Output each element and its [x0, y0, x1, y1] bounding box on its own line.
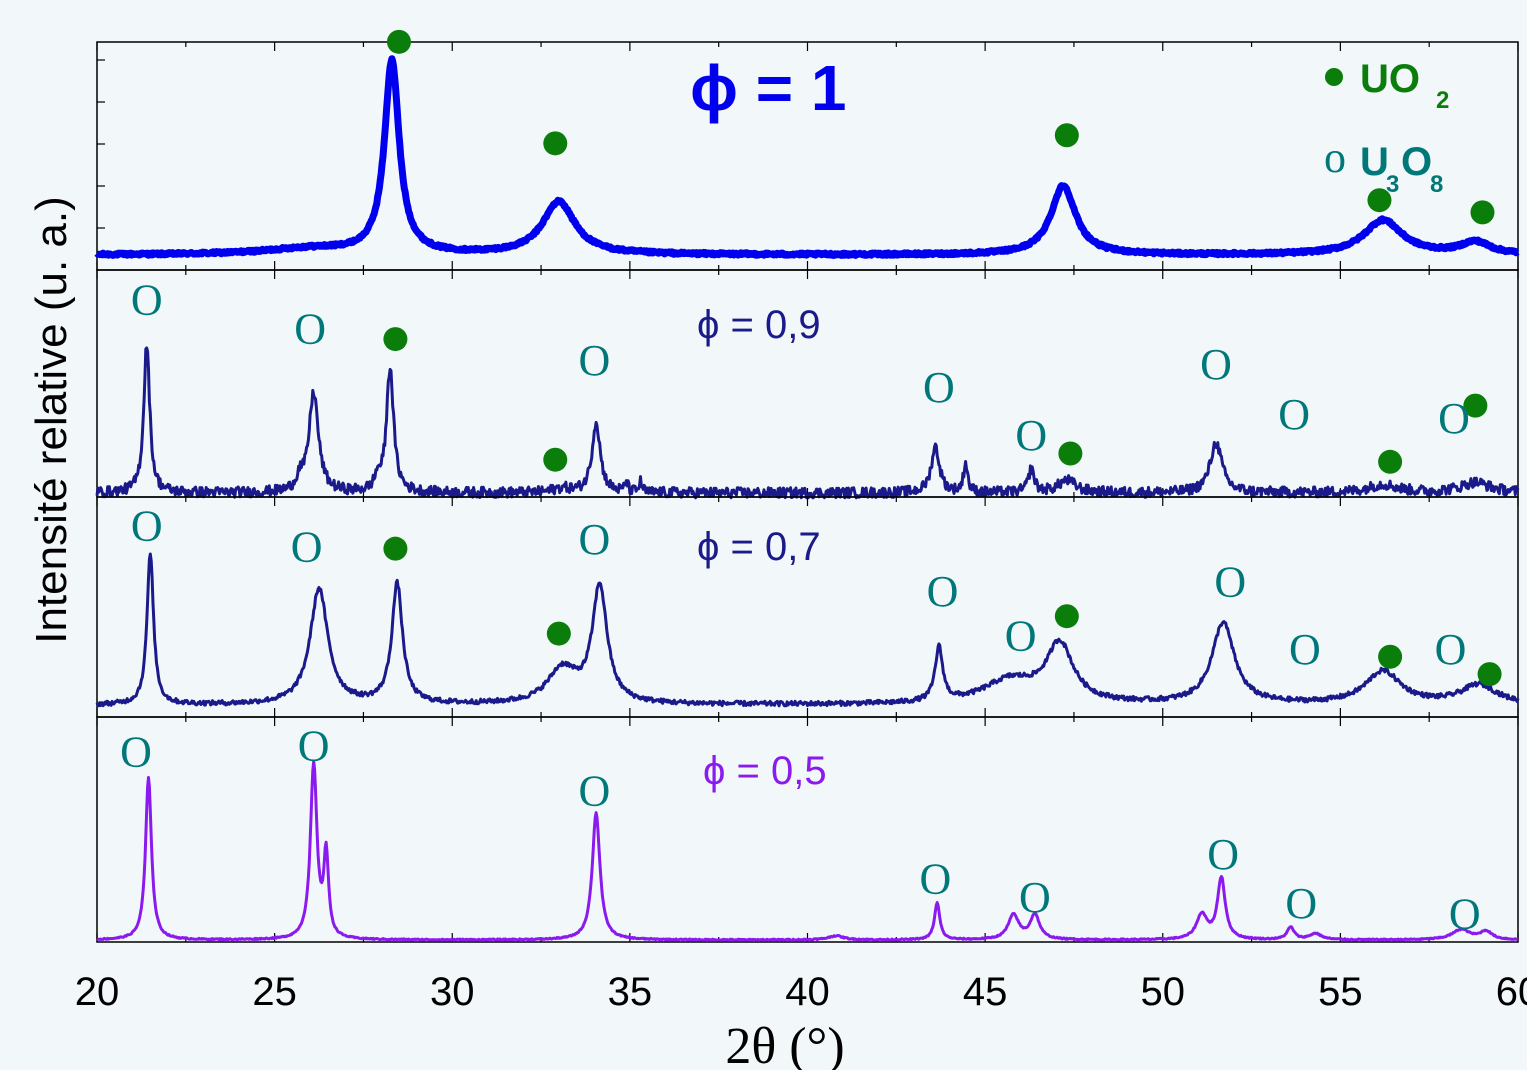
- u3o8-marker: O: [1015, 411, 1047, 460]
- series-line: [95, 552, 1520, 708]
- x-tick-label: 30: [430, 970, 475, 1014]
- u3o8-marker: O: [1207, 830, 1239, 879]
- u3o8-marker: O: [927, 567, 959, 616]
- x-tick-label: 55: [1318, 970, 1363, 1014]
- series-line: [95, 346, 1520, 500]
- legend-u3o8-sub: 3: [1386, 171, 1399, 198]
- u3o8-marker: O: [294, 305, 326, 354]
- uo2-marker: [383, 536, 408, 561]
- u3o8-marker: O: [131, 276, 163, 325]
- u3o8-marker: O: [1200, 340, 1232, 389]
- uo2-marker: [546, 621, 571, 646]
- uo2-marker: [1378, 644, 1403, 669]
- legend-uo2-sub: 2: [1436, 87, 1449, 114]
- uo2-marker: [543, 131, 568, 156]
- x-tick-label: 40: [785, 970, 830, 1014]
- u3o8-marker: O: [1285, 879, 1317, 928]
- u3o8-marker: O: [298, 721, 330, 770]
- u3o8-marker: O: [1289, 625, 1321, 674]
- u3o8-marker: O: [1435, 625, 1467, 674]
- legend-u3o8-symbol: o: [1324, 133, 1346, 182]
- uo2-marker: [543, 447, 568, 472]
- uo2-marker: [386, 29, 411, 54]
- series-label: ϕ = 1: [690, 52, 847, 124]
- u3o8-marker: O: [1005, 612, 1037, 661]
- x-tick-label: 50: [1141, 970, 1186, 1014]
- uo2-marker: [1477, 662, 1502, 687]
- u3o8-marker: O: [131, 502, 163, 551]
- u3o8-marker: O: [291, 523, 323, 572]
- u3o8-marker: O: [1278, 390, 1310, 439]
- x-tick-label: 45: [963, 970, 1008, 1014]
- uo2-marker: [1378, 449, 1403, 474]
- y-axis-title: Intensité relative (u. a.): [27, 196, 76, 644]
- x-axis-title: 2θ (°): [725, 1018, 844, 1070]
- series-label: ϕ = 0,7: [697, 525, 821, 569]
- x-tick-label: 25: [252, 970, 297, 1014]
- x-tick-label: 20: [75, 970, 120, 1014]
- panel-3: ϕ = 0,5O OOO OOO O: [96, 716, 1519, 943]
- uo2-marker: [1463, 393, 1488, 418]
- series-label: ϕ = 0,9: [697, 303, 821, 347]
- u3o8-marker: O: [1438, 394, 1470, 443]
- u3o8-marker: O: [578, 766, 610, 815]
- series-line: [96, 759, 1519, 942]
- legend-uo2-symbol: [1325, 68, 1343, 86]
- u3o8-marker: O: [1214, 557, 1246, 606]
- x-tick-label: 60: [1496, 970, 1527, 1014]
- panel-0: ϕ = 1: [94, 29, 1521, 271]
- u3o8-marker: O: [578, 336, 610, 385]
- u3o8-marker: O: [1019, 873, 1051, 922]
- legend-u3o8-label: U: [1360, 140, 1389, 184]
- u3o8-marker: O: [923, 363, 955, 412]
- uo2-marker: [1054, 604, 1079, 629]
- uo2-marker: [1367, 188, 1392, 213]
- series-label: ϕ = 0,5: [703, 749, 827, 793]
- u3o8-marker: O: [1449, 889, 1481, 938]
- u3o8-marker: O: [120, 727, 152, 776]
- series-line: [94, 55, 1521, 259]
- legend-u3o8-label-o: O: [1401, 140, 1432, 184]
- legend-u3o8-sub8: 8: [1430, 171, 1443, 198]
- u3o8-marker: O: [578, 515, 610, 564]
- legend-uo2-label: UO: [1360, 57, 1420, 101]
- uo2-marker: [383, 327, 408, 352]
- uo2-marker: [1054, 123, 1079, 148]
- uo2-marker: [1470, 200, 1495, 225]
- uo2-marker: [1058, 441, 1083, 466]
- x-tick-label: 35: [608, 970, 653, 1014]
- u3o8-marker: O: [919, 855, 951, 904]
